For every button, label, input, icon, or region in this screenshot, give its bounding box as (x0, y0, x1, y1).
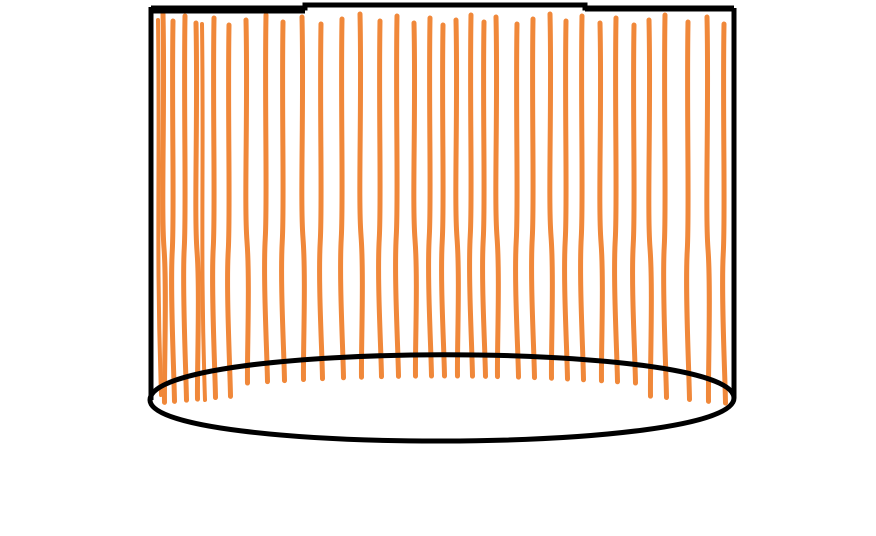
stripe-11 (317, 21, 325, 382)
stripe-7 (243, 17, 251, 386)
stripe-29 (612, 15, 620, 385)
stripe-26 (562, 18, 570, 382)
stripe-28 (597, 20, 605, 384)
stripe-33 (684, 19, 692, 403)
stripe-12 (338, 16, 346, 381)
stripe-15 (393, 13, 401, 379)
stripe-30 (630, 22, 638, 386)
stripe-21 (480, 19, 488, 379)
stripe-22 (493, 14, 501, 380)
stripe-31 (646, 17, 654, 399)
stripe-1 (160, 11, 168, 405)
stripe-27 (578, 13, 586, 383)
stripe-25 (547, 11, 555, 381)
stripe-9 (279, 19, 287, 384)
stripe-16 (411, 20, 419, 379)
stripe-32 (661, 12, 669, 400)
stripe-8 (262, 12, 270, 385)
stripe-6 (225, 22, 233, 399)
stripe-extra-1 (156, 18, 163, 397)
stripe-35 (720, 21, 728, 406)
stripe-34 (704, 14, 712, 404)
stripe-extra-2 (200, 22, 207, 402)
stripe-14 (376, 18, 384, 380)
stripe-5 (210, 15, 218, 401)
stripes-group (156, 11, 728, 406)
stripe-10 (299, 14, 307, 383)
cylinder-top-rim-inner (151, 8, 734, 14)
stripe-17 (426, 15, 434, 379)
stripe-23 (513, 21, 521, 380)
cylinder-top-rim (151, 2, 734, 11)
stripe-3 (181, 13, 189, 403)
stripe-4 (193, 20, 201, 402)
stripe-20 (467, 12, 475, 379)
stripe-19 (453, 17, 461, 379)
stripe-18 (439, 22, 447, 379)
stripe-2 (169, 18, 177, 404)
stripe-24 (529, 16, 537, 381)
stripe-13 (357, 11, 365, 380)
